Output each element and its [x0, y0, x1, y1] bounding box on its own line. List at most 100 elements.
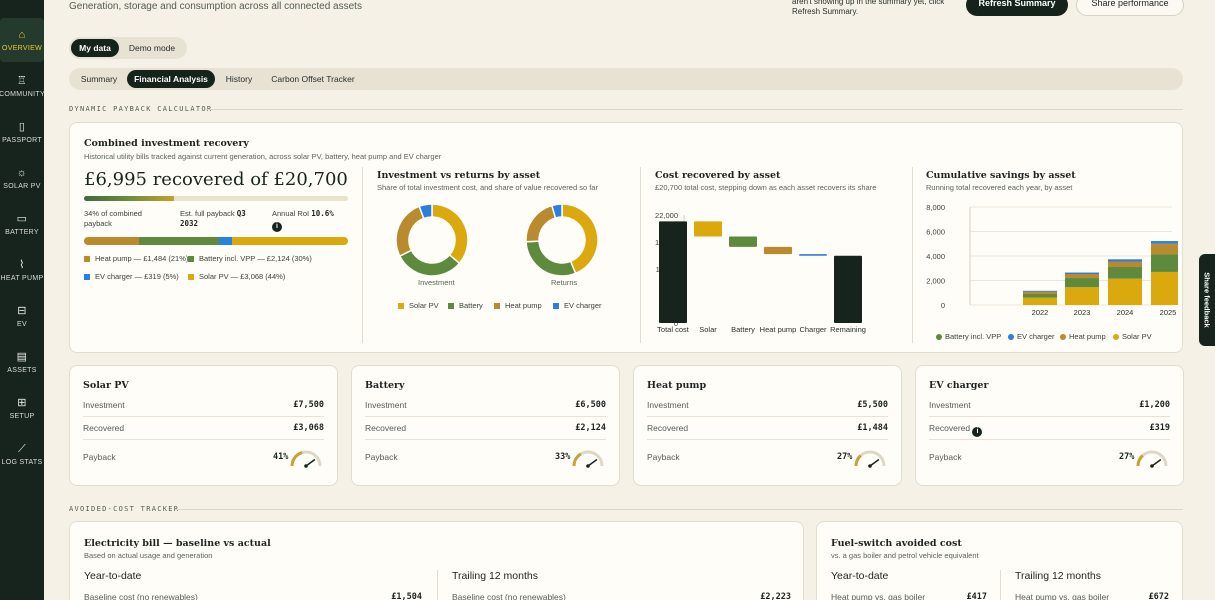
asset-investment-value: £1,200	[1139, 400, 1170, 410]
row-divider	[647, 439, 888, 440]
seg-solar	[231, 237, 348, 245]
sidebar-item-label: BATTERY	[5, 228, 39, 236]
refresh-summary-button[interactable]: Refresh Summary	[966, 0, 1068, 16]
mode-demo[interactable]: Demo mode	[128, 43, 176, 53]
gauge-fill	[854, 454, 862, 467]
asset-investment-label: Investment	[929, 400, 971, 410]
legend-label: Solar PV	[409, 301, 439, 310]
fuel-switch-card: Fuel-switch avoided cost vs. a gas boile…	[816, 521, 1183, 600]
column-divider	[1000, 570, 1001, 600]
cumulative-chart: 8,0006,0004,0002,00002022202320242025202…	[926, 203, 1178, 317]
cumulative-bar-segment	[1065, 278, 1099, 288]
asset-card: Heat pump Investment £5,500 Recovered £1,484…	[633, 365, 902, 486]
gauge-hub	[1150, 464, 1154, 468]
returns-slice-heat-pump	[525, 204, 557, 243]
donut-legend-heat-pump: Heat pump	[494, 301, 542, 310]
sidebar-item-community[interactable]: ♖ COMMUNITY	[0, 64, 45, 108]
est-payback-value: Q3 2032	[180, 209, 246, 228]
asset-recovered-row: Recovered £3,068	[83, 423, 324, 433]
electricity-t12-heading: Trailing 12 months	[452, 570, 538, 582]
chart-icon: ⟋	[18, 442, 26, 455]
returns-slice-ev-charger	[550, 203, 563, 219]
sidebar-item-solar[interactable]: ☼ SOLAR PV	[0, 156, 44, 200]
investment-donut-label: Investment	[418, 278, 455, 287]
asset-investment-row: Investment £5,500	[647, 400, 888, 410]
payback-subtitle: Historical utility bills tracked against…	[84, 152, 442, 161]
asset-payback-row: Payback	[929, 452, 1170, 462]
panel-divider	[640, 167, 641, 343]
waterfall-x-label: Total cost	[657, 325, 690, 334]
legend-label: Battery incl. VPP — £2,124 (30%)	[199, 254, 312, 263]
cumulative-x-label: 2022	[1032, 308, 1049, 317]
row-divider	[647, 416, 888, 417]
cumulative-bar-segment	[1151, 254, 1178, 272]
tab-financial-analysis[interactable]: Financial Analysis	[127, 70, 215, 88]
fuel-ytd-row-label: Heat pump vs. gas boiler	[831, 592, 926, 600]
fuel-title: Fuel-switch avoided cost	[831, 538, 962, 549]
tab-history[interactable]: History	[225, 74, 253, 84]
tab-summary[interactable]: Summary	[80, 74, 118, 84]
legend-label: Heat pump	[1069, 332, 1106, 341]
legend-label: Solar PV — £3,068 (44%)	[199, 272, 286, 281]
seg-ev-charger	[218, 237, 232, 245]
combined-progress-fill	[84, 196, 174, 201]
gauge-needle	[869, 458, 880, 467]
returns-donut-label: Returns	[551, 278, 578, 287]
cum-legend-solar: Solar PV	[1113, 332, 1152, 341]
asset-recovered-label: Recovered	[83, 423, 125, 433]
legend-label: Heat pump — £1,484 (21%)	[95, 254, 189, 263]
asset-investment-label: Investment	[647, 400, 689, 410]
electricity-title: Electricity bill — baseline vs actual	[84, 538, 271, 549]
sidebar-item-battery[interactable]: ▭ BATTERY	[0, 202, 44, 246]
legend-label: EV charger — £319 (5%)	[95, 272, 179, 281]
gauge-fill	[572, 452, 582, 467]
cumulative-bar-segment	[1151, 243, 1178, 255]
tab-bar: Summary Financial Analysis History Carbo…	[69, 68, 1183, 90]
cumulative-bar-segment	[1023, 297, 1057, 305]
legend-heat-pump: Heat pump — £1,484 (21%)	[84, 254, 188, 263]
legend-swatch	[936, 333, 942, 340]
waterfall-bar	[799, 254, 827, 256]
sidebar-item-label: LOG STATS	[1, 458, 43, 466]
sidebar-item-logstats[interactable]: ⟋ LOG STATS	[0, 432, 44, 476]
tab-carbon-offset-tracker[interactable]: Carbon Offset Tracker	[271, 74, 355, 84]
electricity-subtitle: Based on actual usage and generation	[84, 551, 213, 560]
sidebar-item-assets[interactable]: ▤ ASSETS	[0, 340, 44, 384]
sidebar-item-setup[interactable]: ⊞ SETUP	[0, 386, 44, 430]
cumulative-bar-segment	[1065, 272, 1099, 275]
sidebar-item-overview[interactable]: ⌂ OVERVIEW	[0, 18, 44, 62]
asset-recovered-value: £319	[1149, 423, 1170, 433]
share-feedback-tab[interactable]: Share feedback	[1199, 254, 1215, 346]
combined-progress-bar	[84, 196, 348, 201]
payback-title: Combined investment recovery	[84, 138, 249, 149]
asset-investment-row: Investment £1,200	[929, 400, 1170, 410]
info-icon[interactable]: i	[272, 222, 282, 232]
asset-recovered-value: £2,124	[575, 423, 606, 433]
fuel-t12-value: £672	[1148, 592, 1169, 600]
est-payback-label: Est. full payback	[180, 209, 235, 218]
mode-my-data[interactable]: My data	[71, 39, 119, 57]
home-icon: ⌂	[18, 28, 26, 41]
row-divider	[83, 416, 324, 417]
trophy-icon: ♖	[16, 74, 28, 87]
legend-swatch	[448, 302, 454, 309]
thermometer-icon: ⌇	[19, 258, 25, 271]
sidebar-item-heatpump[interactable]: ⌇ HEAT PUMP	[0, 248, 44, 292]
page-subtitle: Generation, storage and consumption acro…	[69, 1, 362, 12]
asset-investment-label: Investment	[83, 400, 125, 410]
gauge-needle	[305, 458, 316, 467]
asset-payback-percent: 27%	[1119, 452, 1135, 462]
electricity-ytd-row-label: Baseline cost (no renewables)	[84, 592, 198, 600]
fuel-t12-row-label: Heat pump vs. gas boiler	[1015, 592, 1110, 600]
asset-investment-value: £5,500	[857, 400, 888, 410]
info-icon[interactable]: i	[972, 427, 983, 437]
gauge-hub	[868, 464, 872, 468]
asset-card: EV charger Investment £1,200 Recovered i £31…	[915, 365, 1184, 486]
sidebar-item-ev[interactable]: ⊟ EV	[0, 294, 44, 338]
cumulative-subtitle: Running total recovered each year, by as…	[926, 183, 1073, 192]
sidebar-item-passport[interactable]: ▯ PASSPORT	[0, 110, 44, 154]
cumulative-bar-segment	[1108, 278, 1142, 305]
share-performance-button[interactable]: Share performance	[1076, 0, 1184, 16]
payback-gauge	[572, 450, 604, 468]
legend-swatch	[398, 302, 404, 309]
